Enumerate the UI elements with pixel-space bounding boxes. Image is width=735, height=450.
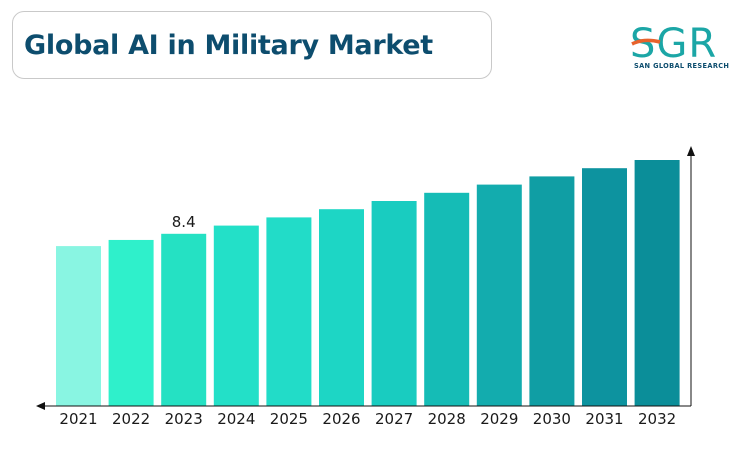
bars-group (56, 160, 680, 406)
bar-2023 (161, 233, 207, 406)
x-tick-label-2028: 2028 (428, 410, 466, 428)
bar-2022 (108, 239, 154, 406)
x-tick-label-2031: 2031 (585, 410, 623, 428)
bar-2030 (529, 176, 575, 406)
bar-2028 (424, 192, 470, 406)
bar-2032 (634, 160, 680, 406)
bar-2029 (476, 184, 522, 406)
x-tick-label-2032: 2032 (638, 410, 676, 428)
sgr-logo: SGR SAN GLOBAL RESEARCH (628, 18, 730, 74)
x-tick-label-2026: 2026 (322, 410, 360, 428)
data-label-2023: 8.4 (172, 213, 196, 231)
bar-2027 (371, 201, 417, 406)
x-tick-label-2030: 2030 (533, 410, 571, 428)
bar-2024 (213, 225, 259, 406)
x-tick-label-2023: 2023 (165, 410, 203, 428)
x-tick-label-2029: 2029 (480, 410, 518, 428)
bar-2026 (319, 209, 364, 406)
x-tick-label-2027: 2027 (375, 410, 413, 428)
x-tick-label-2025: 2025 (270, 410, 308, 428)
sgr-logo-mark: SGR (630, 21, 716, 62)
labels-group: 2021 2022 2023 2024 2025 2026 2027 2028 2029 2030… (59, 213, 676, 428)
x-tick-label-2022: 2022 (112, 410, 150, 428)
bar-2031 (582, 168, 627, 406)
x-tick-label-2024: 2024 (217, 410, 255, 428)
bar-2021 (56, 246, 101, 406)
logo-subtitle: SAN GLOBAL RESEARCH (634, 62, 730, 70)
title-box: Global AI in Military Market (12, 11, 492, 79)
x-tick-label-2021: 2021 (59, 410, 97, 428)
x-axis-arrow-icon (36, 402, 45, 410)
y-axis-arrow-icon (687, 146, 695, 156)
chart-title: Global AI in Military Market (24, 29, 433, 61)
bar-2025 (266, 217, 312, 406)
logo-swoosh (631, 38, 661, 46)
